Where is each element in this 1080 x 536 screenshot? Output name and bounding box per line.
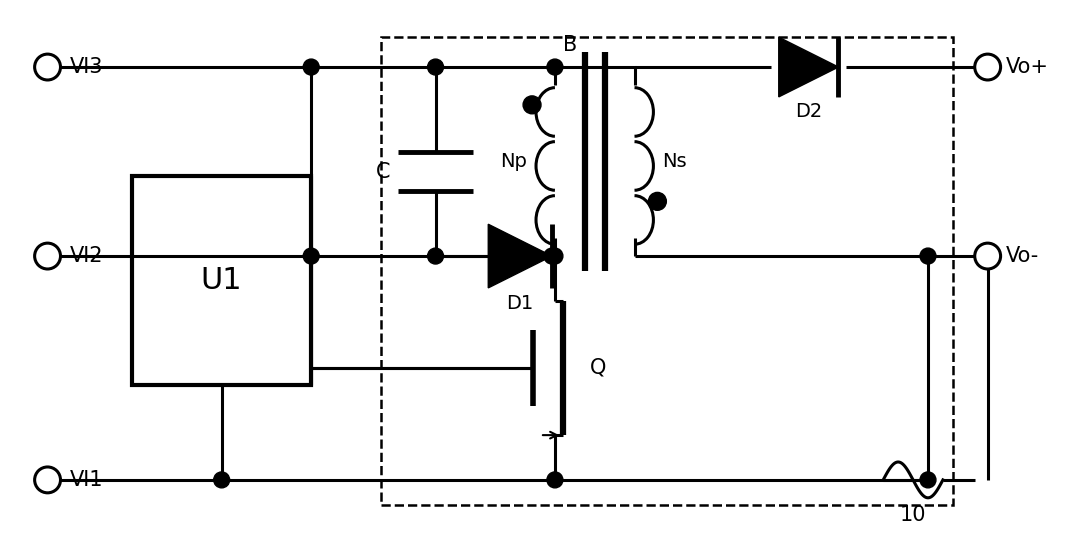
Text: Q: Q <box>590 358 606 378</box>
Circle shape <box>546 248 563 264</box>
Text: D2: D2 <box>795 102 822 121</box>
Circle shape <box>546 472 563 488</box>
Circle shape <box>35 243 60 269</box>
Text: Np: Np <box>500 152 527 171</box>
Circle shape <box>35 467 60 493</box>
Circle shape <box>975 54 1000 80</box>
Polygon shape <box>779 37 838 97</box>
Text: VI2: VI2 <box>69 246 103 266</box>
Circle shape <box>648 192 666 210</box>
Circle shape <box>428 59 444 75</box>
Circle shape <box>523 96 541 114</box>
Text: VI1: VI1 <box>69 470 103 490</box>
Circle shape <box>303 248 320 264</box>
Circle shape <box>546 59 563 75</box>
Text: D1: D1 <box>507 294 534 314</box>
Text: C: C <box>376 161 391 182</box>
Text: Vo+: Vo+ <box>1005 57 1049 77</box>
Text: 10: 10 <box>900 505 927 525</box>
Circle shape <box>975 243 1000 269</box>
Bar <box>132 176 311 385</box>
Text: Vo-: Vo- <box>1005 246 1039 266</box>
Text: VI3: VI3 <box>69 57 103 77</box>
Circle shape <box>428 248 444 264</box>
Circle shape <box>35 54 60 80</box>
Circle shape <box>214 472 230 488</box>
Polygon shape <box>488 224 552 288</box>
Text: Ns: Ns <box>662 152 687 171</box>
Circle shape <box>920 248 936 264</box>
Circle shape <box>544 248 559 264</box>
Bar <box>381 37 953 505</box>
Circle shape <box>303 59 320 75</box>
Text: B: B <box>563 35 577 55</box>
Text: U1: U1 <box>201 266 243 295</box>
Circle shape <box>920 472 936 488</box>
